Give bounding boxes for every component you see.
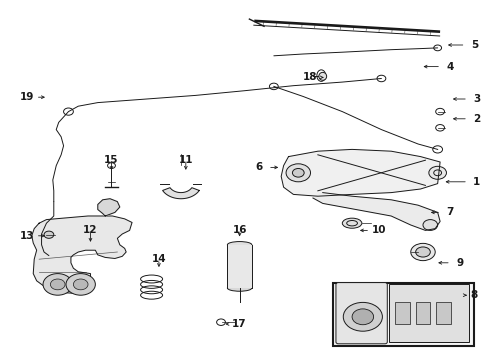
- Circle shape: [66, 274, 95, 295]
- Text: 11: 11: [178, 155, 193, 165]
- Bar: [394, 302, 409, 324]
- Polygon shape: [98, 199, 120, 216]
- Circle shape: [292, 168, 304, 177]
- Text: 14: 14: [151, 254, 166, 264]
- Text: 5: 5: [470, 40, 477, 50]
- Circle shape: [73, 279, 88, 290]
- Polygon shape: [281, 149, 439, 196]
- Text: 3: 3: [472, 94, 479, 104]
- Text: 6: 6: [255, 162, 262, 172]
- Polygon shape: [163, 188, 199, 199]
- Text: 16: 16: [232, 225, 246, 235]
- Text: 15: 15: [104, 155, 119, 165]
- Text: 9: 9: [455, 258, 462, 268]
- Bar: [415, 302, 429, 324]
- Text: 4: 4: [445, 62, 453, 72]
- Ellipse shape: [227, 242, 251, 248]
- Text: 19: 19: [20, 92, 34, 102]
- Ellipse shape: [415, 247, 429, 257]
- Circle shape: [285, 164, 310, 182]
- Ellipse shape: [227, 285, 251, 291]
- Circle shape: [422, 220, 437, 230]
- Circle shape: [351, 309, 373, 325]
- Bar: [332, 283, 473, 346]
- Text: 12: 12: [83, 225, 98, 235]
- Bar: [227, 245, 251, 288]
- Text: 2: 2: [472, 114, 479, 124]
- Text: 18: 18: [303, 72, 317, 82]
- FancyBboxPatch shape: [335, 283, 386, 344]
- Text: 10: 10: [371, 225, 386, 235]
- Ellipse shape: [410, 243, 434, 261]
- Bar: [388, 284, 468, 342]
- Circle shape: [43, 274, 72, 295]
- Text: 8: 8: [470, 290, 477, 300]
- Circle shape: [50, 279, 65, 290]
- Circle shape: [44, 231, 54, 238]
- Circle shape: [343, 302, 382, 331]
- Text: 1: 1: [472, 177, 479, 187]
- Circle shape: [428, 166, 446, 179]
- Text: 13: 13: [20, 231, 34, 241]
- Text: 7: 7: [445, 207, 453, 217]
- Text: 17: 17: [232, 319, 246, 329]
- Polygon shape: [32, 216, 132, 293]
- Ellipse shape: [318, 72, 326, 80]
- Polygon shape: [312, 193, 439, 230]
- Ellipse shape: [342, 218, 361, 228]
- Bar: [435, 302, 450, 324]
